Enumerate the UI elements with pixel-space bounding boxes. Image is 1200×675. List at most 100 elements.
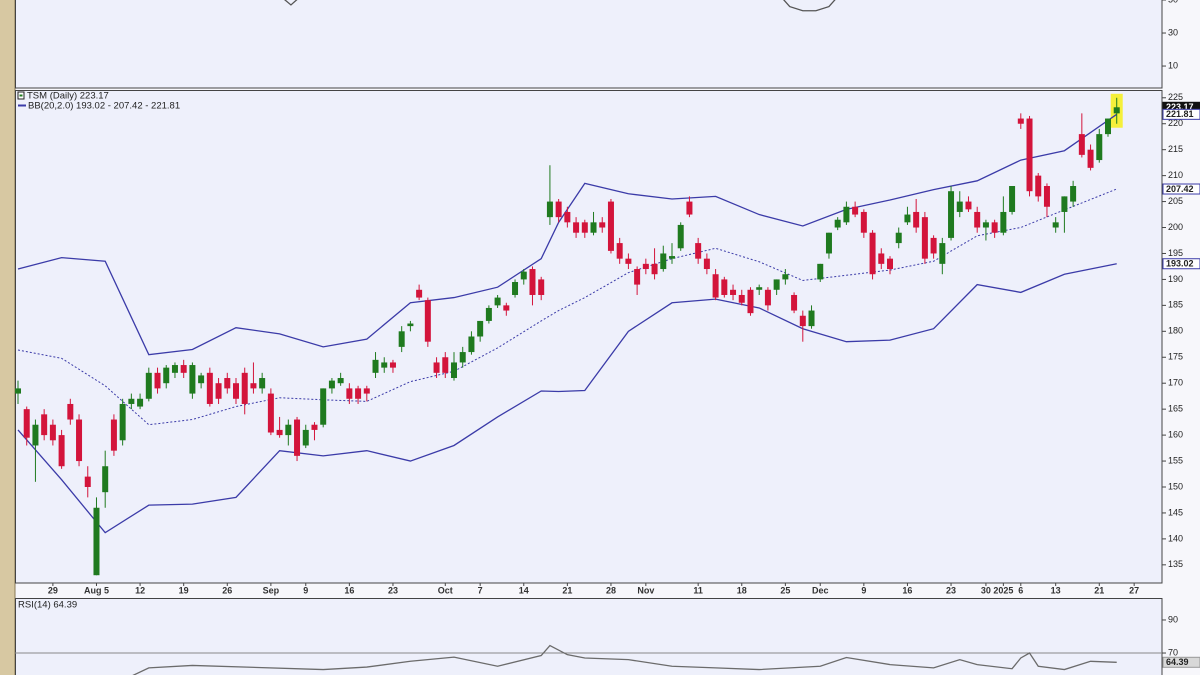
main-legend: TSM (Daily) 223.17 <box>27 91 109 102</box>
candle-body <box>102 466 109 493</box>
candle-body <box>686 201 693 215</box>
axes: 50 30 10 29 Aug 5 12 19 26 Sep 9 16 23 Oct 7 14 21 28 Nov… <box>48 0 1200 668</box>
candle-body <box>834 219 841 228</box>
candle-body <box>852 206 859 215</box>
candle-body <box>171 365 178 373</box>
price-marker-label: 221.81 <box>1166 109 1194 119</box>
x-tick-label: 7 <box>478 585 483 595</box>
candle-body <box>93 507 100 576</box>
x-tick-label: 12 <box>135 585 145 595</box>
candle-body <box>974 211 981 228</box>
y-tick-label: 185 <box>1168 300 1183 310</box>
candle-body <box>878 253 885 264</box>
x-tick-label: 21 <box>562 585 572 595</box>
candle-body <box>285 424 292 436</box>
candle-body <box>573 222 580 233</box>
candle-body <box>468 336 475 353</box>
y-tick-label: 155 <box>1168 455 1183 465</box>
candle-body <box>747 289 754 314</box>
candle-body <box>695 243 702 259</box>
candle-body <box>198 375 205 384</box>
x-tick-label: 18 <box>737 585 747 595</box>
x-tick-label: Dec <box>812 585 829 595</box>
x-tick-label: 16 <box>902 585 912 595</box>
candle-body <box>764 289 771 306</box>
candle-body <box>817 263 824 280</box>
candle-body <box>921 217 928 259</box>
candle-body <box>808 310 815 327</box>
candle-body <box>189 365 196 394</box>
candle-body <box>128 398 135 404</box>
y-tick-label: 195 <box>1168 248 1183 258</box>
candle-body <box>206 372 213 404</box>
candle-body <box>241 372 248 404</box>
candle-body <box>1017 118 1024 124</box>
panel-top <box>15 0 1163 89</box>
y-tick-label: 90 <box>1168 614 1178 624</box>
y-tick-label: 170 <box>1168 378 1183 388</box>
panel-main <box>15 90 1163 584</box>
candle-body <box>756 287 763 290</box>
candle-body <box>398 331 405 347</box>
candle-body <box>1105 118 1111 135</box>
candle-body <box>15 388 21 394</box>
candle-body <box>956 201 963 212</box>
candle-body <box>913 211 920 228</box>
candle-body <box>407 323 414 327</box>
y-tick-label: 70 <box>1168 647 1178 657</box>
candle-body <box>494 297 501 306</box>
candle-body <box>137 398 144 407</box>
candle-body <box>843 206 850 223</box>
y-tick-label: 205 <box>1168 196 1183 206</box>
candle-body <box>1009 186 1016 212</box>
candle-body <box>869 232 876 275</box>
x-tick-label: Oct <box>438 585 453 595</box>
y-tick-label: 225 <box>1168 92 1183 102</box>
x-tick-label: 9 <box>861 585 866 595</box>
candle-body <box>67 403 74 420</box>
candle-body <box>520 271 527 280</box>
candle-body <box>860 211 867 233</box>
x-tick-label: 26 <box>222 585 232 595</box>
x-tick-label: Nov <box>637 585 654 595</box>
candle-body <box>730 289 737 295</box>
price-marker <box>1162 258 1200 270</box>
candle-body <box>642 263 649 270</box>
price-marker <box>1162 108 1200 120</box>
y-tick-label: 135 <box>1168 559 1183 569</box>
candle-body <box>267 393 274 433</box>
candle-body <box>1026 118 1033 192</box>
price-marker <box>1162 656 1200 668</box>
price-marker-label: 207.42 <box>1166 184 1194 194</box>
candle-body <box>625 258 632 264</box>
x-tick-label: 23 <box>388 585 398 595</box>
y-tick-label: 175 <box>1168 352 1183 362</box>
candle-body <box>930 237 937 254</box>
candle-body <box>555 201 562 218</box>
x-tick-label: 14 <box>519 585 529 595</box>
candle-body <box>372 359 379 373</box>
candle-body <box>887 258 893 270</box>
candle-body <box>1000 211 1007 233</box>
candle-body <box>991 222 998 233</box>
candle-body <box>581 222 588 233</box>
candle-body <box>1070 186 1077 202</box>
x-tick-label: 6 <box>1018 585 1023 595</box>
candle-body <box>250 383 257 389</box>
candle-body <box>433 362 440 373</box>
candle-body <box>451 362 457 379</box>
candle-body <box>712 274 719 298</box>
candle-body <box>791 294 798 311</box>
candle-body <box>355 388 362 399</box>
y-tick-label: 165 <box>1168 404 1183 414</box>
candle-body <box>599 222 606 228</box>
candle-body <box>538 279 545 295</box>
candle-body <box>416 289 423 298</box>
y-tick-label: 50 <box>1168 0 1178 4</box>
candle-body <box>84 476 91 487</box>
candle-body <box>381 362 388 368</box>
x-tick-label: 27 <box>1129 585 1139 595</box>
candle-body <box>607 201 614 251</box>
candle-body <box>669 256 675 259</box>
